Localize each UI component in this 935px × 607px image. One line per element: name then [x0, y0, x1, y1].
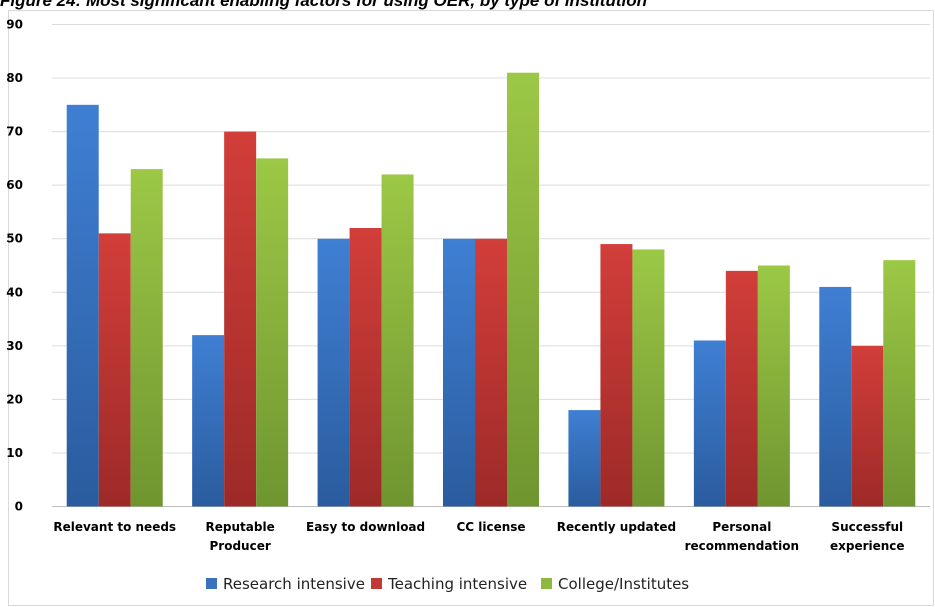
y-tick-label: 60 — [6, 178, 23, 192]
y-tick-label: 10 — [6, 446, 23, 460]
y-tick-label: 30 — [6, 339, 23, 353]
bar — [443, 238, 475, 507]
bar — [568, 410, 601, 507]
legend-label: Research intensive — [223, 575, 365, 593]
legend-swatch — [371, 578, 382, 589]
bars — [66, 72, 916, 507]
y-tick-label: 90 — [6, 18, 23, 32]
bar — [851, 345, 884, 507]
bar — [632, 249, 665, 507]
x-axis-labels: Relevant to needs Reputable Producer Easy t… — [53, 520, 904, 553]
legend-swatch — [541, 578, 552, 589]
bar — [66, 104, 99, 507]
legend-label: Teaching intensive — [387, 575, 527, 593]
bar — [883, 260, 916, 507]
bar — [381, 174, 414, 507]
x-category-label: Personal recommendation — [685, 520, 799, 553]
bar — [317, 238, 350, 507]
x-category-label: Reputable Producer — [206, 520, 275, 553]
x-category-label: Relevant to needs — [53, 520, 176, 534]
figure-caption: Figure 24: Most significant enabling fac… — [0, 0, 647, 10]
legend: Research intensive Teaching intensive Coll… — [206, 575, 689, 593]
bar — [98, 233, 131, 507]
y-tick-label: 50 — [6, 232, 23, 246]
bar — [693, 340, 726, 507]
bar — [256, 158, 289, 507]
x-category-label: Easy to download — [306, 520, 425, 534]
y-tick-label: 80 — [6, 71, 23, 85]
bar — [819, 286, 852, 507]
bar — [600, 244, 633, 507]
bar — [507, 72, 539, 507]
y-tick-label: 70 — [6, 125, 23, 139]
y-tick-label: 40 — [6, 285, 23, 299]
chart-frame — [8, 10, 934, 606]
legend-label: College/Institutes — [558, 575, 689, 593]
bar — [224, 131, 257, 507]
legend-swatch — [206, 578, 217, 589]
bar — [757, 265, 790, 507]
x-category-label: CC license — [456, 520, 525, 534]
bar — [475, 238, 507, 507]
y-tick-label: 20 — [6, 392, 23, 406]
bar — [192, 335, 225, 507]
bar — [349, 228, 382, 507]
bar — [725, 270, 758, 507]
y-tick-label: 0 — [15, 500, 23, 514]
x-category-label: Recently updated — [557, 520, 676, 534]
x-category-label: Successful experience — [830, 520, 905, 553]
bar — [130, 169, 163, 507]
y-axis-ticks: 0 10 20 30 40 50 60 70 80 90 — [6, 18, 23, 514]
